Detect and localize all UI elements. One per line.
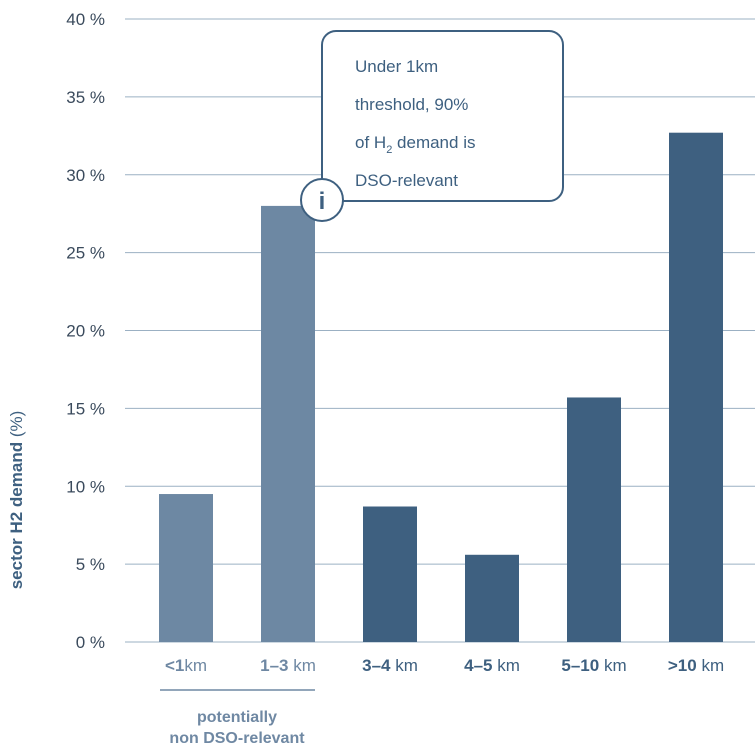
info-icon-glyph: i <box>319 188 326 215</box>
x-tick-label: 4–5 km <box>464 656 520 675</box>
info-icon <box>300 178 344 222</box>
y-tick-label: 40 % <box>66 10 105 29</box>
bars <box>159 132 723 642</box>
grid-lines <box>125 18 755 643</box>
y-tick-label: 25 % <box>66 244 105 263</box>
y-axis-ticks: 0 % 5 % 10 % 15 % 20 % 25 % 30 % 35 % 40 % <box>66 10 105 652</box>
y-axis-label-unit: (%) <box>7 411 26 442</box>
y-tick-label: 0 % <box>76 633 105 652</box>
y-axis-label-main: sector H2 demand <box>7 442 26 589</box>
callout-line3-sub: 2 <box>386 144 392 156</box>
y-tick-label: 5 % <box>76 555 105 574</box>
y-axis-label: sector H2 demand (%) <box>7 411 26 590</box>
callout-line3-pre: of H <box>355 133 386 152</box>
y-tick-label: 20 % <box>66 322 105 341</box>
x-axis-labels: <1km 1–3 km 3–4 km 4–5 km 5–10 km >10 km <box>165 656 724 675</box>
y-tick-label: 15 % <box>66 399 105 418</box>
callout-box: Under 1km threshold, 90% of H2 demand is… <box>300 30 564 222</box>
y-tick-label: 35 % <box>66 88 105 107</box>
bar <box>159 494 213 642</box>
y-tick-label: 10 % <box>66 477 105 496</box>
x-tick-label: <1km <box>165 656 207 675</box>
x-tick-label: 1–3 km <box>260 656 316 675</box>
callout-line4: DSO-relevant <box>355 171 458 190</box>
callout-line1: Under 1km <box>355 57 438 76</box>
bar <box>465 554 519 642</box>
x-tick-label: 3–4 km <box>362 656 418 675</box>
bar <box>363 506 417 642</box>
bar <box>567 397 621 642</box>
group-label-line2: non DSO-relevant <box>169 730 305 747</box>
y-tick-label: 30 % <box>66 166 105 185</box>
bar <box>669 132 723 642</box>
x-tick-label: >10 km <box>668 656 724 675</box>
group-label-line1: potentially <box>197 709 277 726</box>
callout-line3: of H2 demand is <box>355 133 475 156</box>
callout-line2: threshold, 90% <box>355 95 468 114</box>
bar <box>261 205 315 642</box>
callout-border <box>321 30 564 202</box>
x-tick-label: 5–10 km <box>561 656 626 675</box>
callout-line3-post: demand is <box>392 133 475 152</box>
